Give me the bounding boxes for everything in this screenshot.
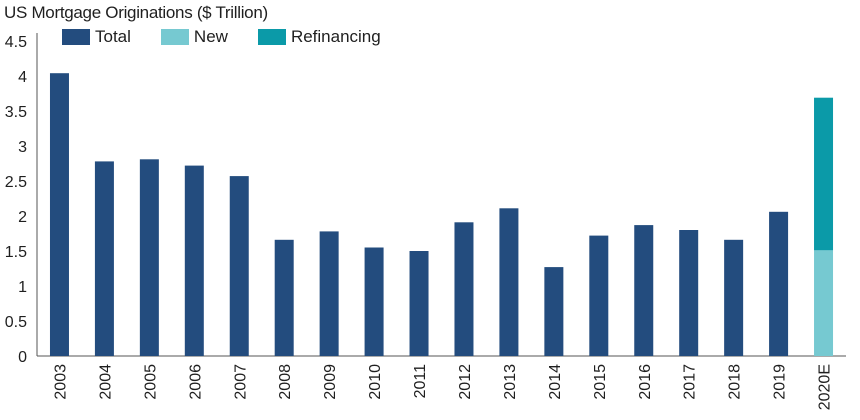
x-tick-label: 2011: [412, 364, 429, 399]
x-tick-label: 2008: [277, 364, 294, 400]
x-tick-label: 2012: [457, 364, 474, 400]
x-tick-label: 2019: [772, 364, 789, 400]
y-tick-label: 3.5: [5, 104, 27, 121]
x-tick-label: 2006: [187, 364, 204, 400]
legend-label-new: New: [193, 27, 228, 46]
y-tick-label: 4: [18, 69, 27, 86]
bar-total-2005: [139, 159, 159, 356]
bar-total-2013: [499, 208, 519, 356]
bar-total-2010: [364, 247, 384, 356]
bar-total-2009: [319, 231, 339, 356]
bar-total-2004: [94, 161, 114, 356]
bar-total-2016: [634, 225, 654, 356]
bar-total-2017: [679, 230, 699, 356]
x-tick-label: 2017: [682, 364, 699, 400]
legend-swatch-total: [62, 29, 90, 45]
bar-total-2019: [769, 211, 789, 356]
bar-total-2018: [724, 239, 744, 356]
y-tick-label: 1: [18, 279, 27, 296]
y-tick-label: 2.5: [5, 174, 27, 191]
legend-swatch-new: [160, 29, 189, 45]
y-tick-label: 2: [18, 209, 27, 226]
legend-item-new: New: [160, 27, 228, 47]
y-tick-label: 3: [18, 139, 27, 156]
y-tick-label: 0.5: [5, 314, 27, 331]
x-tick-label: 2003: [52, 364, 69, 400]
bar-total-2015: [589, 235, 609, 356]
y-tick-label: 0: [18, 349, 27, 366]
x-tick-label: 2020E: [817, 364, 834, 410]
bar-total-2006: [184, 165, 204, 356]
bar-total-2014: [544, 267, 564, 356]
legend-label-refinancing: Refinancing: [290, 27, 381, 46]
bar-total-2008: [274, 239, 294, 356]
x-tick-label: 2014: [547, 364, 564, 400]
bar-total-2012: [454, 222, 474, 356]
x-tick-label: 2009: [322, 364, 339, 400]
legend-swatch-refinancing: [257, 29, 286, 45]
x-tick-label: 2015: [592, 364, 609, 400]
x-tick-label: 2016: [637, 364, 654, 400]
bar-new-2020e: [814, 250, 834, 356]
bar-total-2011: [409, 251, 429, 356]
legend-item-refinancing: Refinancing: [257, 27, 381, 47]
x-tick-label: 2010: [367, 364, 384, 400]
x-tick-label: 2013: [502, 364, 519, 400]
x-tick-label: 2018: [727, 364, 744, 400]
x-tick-label: 2007: [232, 364, 249, 400]
x-tick-label: 2005: [142, 364, 159, 400]
legend: Total New Refinancing: [62, 27, 411, 47]
legend-label-total: Total: [95, 27, 131, 46]
y-tick-label: 4.5: [5, 34, 27, 51]
chart-title: US Mortgage Originations ($ Trillion): [4, 3, 268, 22]
bar-total-2003: [49, 73, 69, 356]
y-tick-label: 1.5: [5, 244, 27, 261]
bar-refinancing-2020e: [814, 97, 834, 251]
x-tick-label: 2004: [97, 364, 114, 400]
legend-item-total: Total: [62, 27, 131, 47]
bar-total-2007: [229, 176, 249, 356]
